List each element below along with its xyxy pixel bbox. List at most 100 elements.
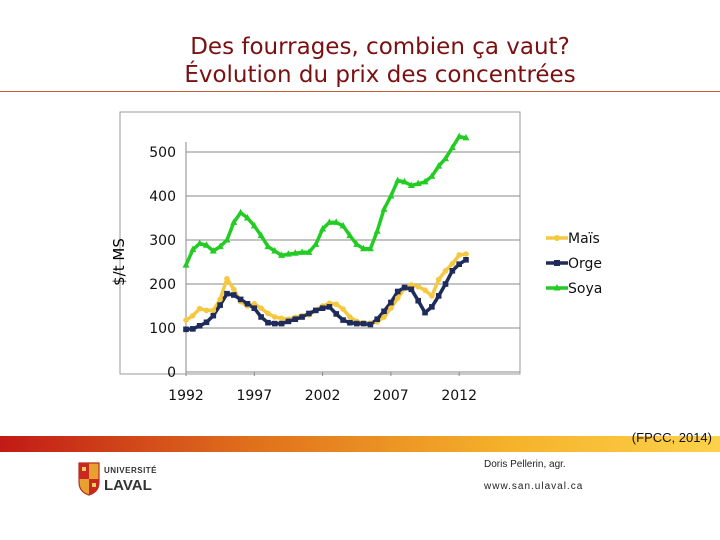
point-soya bbox=[387, 192, 395, 199]
point-mas bbox=[422, 287, 428, 293]
point-orge bbox=[271, 320, 278, 327]
point-soya bbox=[264, 242, 272, 250]
point-orge bbox=[449, 268, 456, 274]
point-orge bbox=[353, 320, 360, 327]
x-tick-2012: 2012 bbox=[441, 388, 477, 404]
point-orge bbox=[374, 316, 381, 322]
legend-marker-orge bbox=[554, 260, 560, 266]
author-name: Doris Pellerin, agr. bbox=[484, 459, 566, 470]
university-logo-line1: UNIVERSITÉ bbox=[104, 466, 158, 475]
point-mas bbox=[442, 268, 449, 274]
plot-frame bbox=[119, 111, 521, 375]
point-orge bbox=[415, 297, 421, 304]
y-tick-500: 500 bbox=[149, 145, 176, 161]
point-soya bbox=[216, 242, 224, 250]
point-mas bbox=[463, 251, 469, 257]
university-shield-icon bbox=[78, 462, 100, 496]
point-soya bbox=[360, 244, 368, 252]
point-orge bbox=[224, 290, 230, 297]
point-mas bbox=[210, 307, 217, 314]
point-soya bbox=[353, 240, 361, 247]
x-tick-2007: 2007 bbox=[373, 388, 409, 404]
point-mas bbox=[429, 293, 435, 299]
point-orge bbox=[360, 320, 367, 327]
point-orge bbox=[258, 314, 264, 320]
point-soya bbox=[448, 143, 456, 151]
point-soya bbox=[366, 244, 374, 252]
point-orge bbox=[429, 304, 435, 310]
point-orge bbox=[367, 321, 374, 328]
y-tick-labels: 0 100 200 300 400 500 bbox=[149, 145, 176, 381]
legend-marker-soya bbox=[553, 284, 561, 291]
point-mas bbox=[271, 314, 278, 320]
point-orge bbox=[183, 326, 189, 333]
point-soya bbox=[339, 221, 347, 229]
point-orge bbox=[394, 288, 401, 295]
point-orge bbox=[237, 296, 244, 303]
point-orge bbox=[340, 317, 346, 323]
x-tick-2002: 2002 bbox=[305, 388, 341, 404]
point-soya bbox=[305, 248, 313, 255]
point-orge bbox=[190, 326, 196, 332]
y-tick-400: 400 bbox=[149, 189, 176, 205]
legend-label-mas: Maïs bbox=[568, 231, 600, 247]
point-orge bbox=[326, 304, 333, 310]
university-logo-line2: LAVAL bbox=[104, 477, 152, 494]
point-mas bbox=[203, 307, 210, 314]
point-mas bbox=[183, 317, 189, 323]
point-orge bbox=[251, 305, 258, 311]
point-soya bbox=[325, 218, 333, 225]
legend-label-soya: Soya bbox=[568, 281, 602, 297]
y-axis-label: $/t MS bbox=[110, 238, 128, 286]
point-orge bbox=[456, 261, 462, 267]
point-orge bbox=[306, 310, 312, 317]
point-soya bbox=[189, 245, 197, 253]
point-orge bbox=[203, 319, 210, 326]
x-tick-1997: 1997 bbox=[236, 388, 272, 404]
point-orge bbox=[312, 307, 319, 314]
point-orge bbox=[408, 286, 415, 293]
point-orge bbox=[217, 302, 223, 308]
point-orge bbox=[299, 314, 305, 320]
point-soya bbox=[462, 133, 470, 141]
point-soya bbox=[284, 250, 292, 257]
point-orge bbox=[265, 319, 271, 326]
point-soya bbox=[223, 236, 231, 243]
website-url: www.san.ulaval.ca bbox=[484, 481, 584, 492]
point-orge bbox=[381, 308, 387, 315]
legend-label-orge: Orge bbox=[568, 256, 602, 272]
legend-marker-mas bbox=[554, 235, 560, 241]
y-tick-100: 100 bbox=[149, 321, 176, 337]
point-mas bbox=[347, 314, 353, 320]
point-mas bbox=[340, 306, 346, 312]
y-tick-300: 300 bbox=[149, 233, 176, 249]
point-mas bbox=[415, 283, 421, 290]
point-soya bbox=[346, 231, 354, 239]
point-soya bbox=[298, 248, 306, 255]
point-mas bbox=[251, 301, 258, 307]
footer-color-band bbox=[0, 436, 720, 452]
point-soya bbox=[414, 179, 422, 187]
point-soya bbox=[271, 247, 279, 254]
point-soya bbox=[373, 227, 381, 234]
point-mas bbox=[258, 305, 264, 312]
slide-title-line2: Évolution du prix des concentrées bbox=[184, 62, 576, 88]
point-mas bbox=[449, 260, 456, 267]
point-soya bbox=[442, 154, 450, 162]
point-soya bbox=[435, 162, 443, 169]
point-soya bbox=[455, 132, 463, 140]
point-mas bbox=[408, 282, 415, 288]
point-soya bbox=[196, 239, 204, 247]
point-soya bbox=[250, 221, 258, 229]
point-mas bbox=[388, 305, 394, 312]
point-soya bbox=[209, 247, 217, 254]
point-orge bbox=[285, 318, 292, 325]
point-soya bbox=[291, 249, 299, 256]
y-tick-200: 200 bbox=[149, 277, 176, 293]
point-mas bbox=[381, 314, 387, 320]
point-soya bbox=[380, 205, 388, 212]
point-mas bbox=[190, 312, 196, 319]
point-orge bbox=[278, 320, 285, 327]
source-citation: (FPCC, 2014) bbox=[631, 430, 712, 445]
